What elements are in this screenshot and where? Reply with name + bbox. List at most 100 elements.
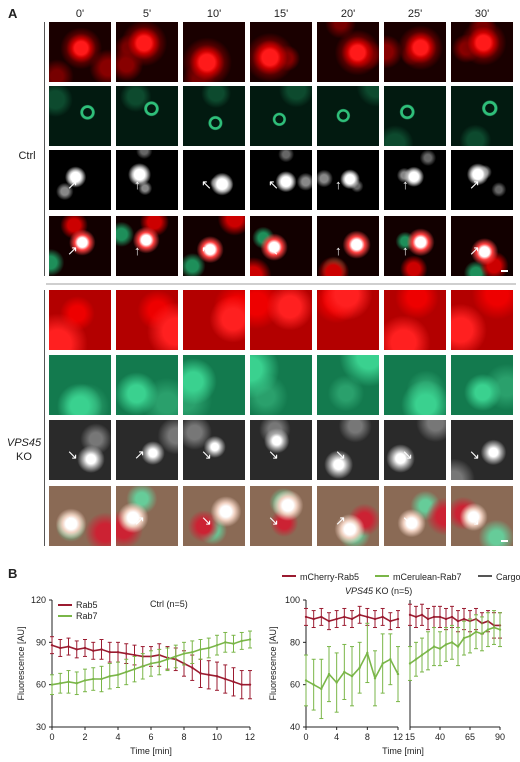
series-seg2-line [409,613,500,627]
arrow-indicator-icon: ↗ [67,243,78,258]
micrograph-tile-vps45-ko-red [116,290,178,350]
micrograph-tile-vps45-ko-gray [317,420,379,480]
micrograph-tile-vps45-ko-green [49,355,111,415]
x-tick-label: 0 [303,732,308,742]
micrograph-tile-ctrl-red [116,22,178,82]
y-tick-label: 40 [290,722,300,732]
micrograph-tile-ctrl-merge [116,216,178,276]
legend-label: mCerulean-Rab7 [393,572,462,582]
micrograph-tile-ctrl-red [451,22,513,82]
micrograph-tile-ctrl-green [183,86,245,146]
scale-bar [501,270,508,272]
x-tick-label: 8 [365,732,370,742]
micrograph-tile-ctrl-merge [451,216,513,276]
micrograph-tile-vps45-ko-gray [116,420,178,480]
micrograph-tile-vps45-ko-red [317,290,379,350]
x-tick-label: 6 [148,732,153,742]
group-divider [46,283,516,285]
x-tick-label: 12 [245,732,255,742]
micrograph-tile-vps45-ko-green [451,355,513,415]
micrograph-tile-ctrl-green [317,86,379,146]
arrow-indicator-icon: ↗ [134,447,145,462]
series-seg2-line [409,626,501,665]
arrow-indicator-icon: ↗ [469,243,480,258]
micrograph-tile-vps45-ko-red [49,290,111,350]
micrograph-tile-ctrl-gray [317,150,379,210]
micrograph-tile-ctrl-green [451,86,513,146]
y-tick-label: 120 [31,595,46,605]
legend-label: Cargo [496,572,520,582]
micrograph-tile-vps45-ko-gray [250,420,312,480]
arrow-indicator-icon: ↗ [469,177,480,192]
arrow-indicator-icon: ↖ [268,177,279,192]
micrograph-tile-ctrl-green [250,86,312,146]
x-tick-label: 40 [435,732,445,742]
arrow-indicator-icon: ↘ [268,447,279,462]
series-seg1-line [305,650,399,690]
y-tick-label: 60 [290,680,300,690]
arrow-indicator-icon: ↖ [201,177,212,192]
micrograph-tile-ctrl-gray [250,150,312,210]
x-axis-label: Time [min] [382,746,424,756]
x-tick-label: 12 [393,732,403,742]
arrow-indicator-icon: ↘ [201,447,212,462]
chart-title: Ctrl (n=5) [150,599,188,609]
micrograph-tile-vps45-ko-merge [384,486,446,546]
micrograph-tile-vps45-ko-red [183,290,245,350]
x-axis-label: Time [min] [130,746,172,756]
micrograph-tile-vps45-ko-red [250,290,312,350]
arrow-indicator-icon: ↘ [402,447,413,462]
micrograph-tile-ctrl-gray [49,150,111,210]
micrograph-tile-vps45-ko-green [317,355,379,415]
series-rab7-line [51,638,251,686]
y-axis-label: Fluorescence [AU] [268,626,278,700]
y-tick-label: 80 [290,637,300,647]
micrograph-tile-ctrl-green [49,86,111,146]
micrograph-tile-ctrl-green [116,86,178,146]
arrow-indicator-icon: ↑ [402,177,409,192]
time-point-label: 30' [474,8,490,20]
arrow-indicator-icon: ↖ [268,243,279,258]
micrograph-tile-ctrl-merge [183,216,245,276]
arrow-indicator-icon: ↑ [335,243,342,258]
x-tick-label: 0 [49,732,54,742]
x-tick-label: 8 [181,732,186,742]
micrograph-tile-ctrl-gray [116,150,178,210]
group-label-ko: KO [16,451,32,463]
scale-bar [501,540,508,542]
panel-b-letter: B [8,566,18,581]
micrograph-tile-vps45-ko-red [451,290,513,350]
micrograph-tile-vps45-ko-merge [451,486,513,546]
arrow-indicator-icon: ↖ [201,243,212,258]
x-tick-label: 65 [465,732,475,742]
chart-title-italic: VPS45 [345,586,376,596]
y-axis-label: Fluorescence [AU] [16,626,26,700]
time-point-label: 25' [407,8,423,20]
micrograph-tile-ctrl-red [183,22,245,82]
group-bracket-line [44,22,45,276]
y-tick-label: 100 [285,595,300,605]
micrograph-tile-vps45-ko-merge [49,486,111,546]
group-label-ctrl: Ctrl [18,150,36,162]
arrow-indicator-icon: ↘ [402,513,413,528]
chart-title: VPS45 KO (n=5) [345,586,412,596]
arrow-indicator-icon: ↘ [67,447,78,462]
x-tick-label: 90 [495,732,505,742]
time-point-label: 0' [75,8,85,20]
y-tick-label: 30 [36,722,46,732]
micrograph-tile-vps45-ko-gray [451,420,513,480]
panel-a-letter: A [8,6,18,21]
legend-label: Rab5 [76,600,98,610]
chart-title-rest: KO (n=5) [376,586,413,596]
arrow-indicator-icon: ↘ [201,513,212,528]
arrow-indicator-icon: ↘ [469,447,480,462]
x-tick-label: 4 [115,732,120,742]
micrograph-tile-ctrl-red [384,22,446,82]
arrow-indicator-icon: ↘ [469,513,480,528]
micrograph-tile-vps45-ko-green [183,355,245,415]
group-label-vps45-italic: VPS45 [6,437,42,449]
micrograph-tile-vps45-ko-merge [317,486,379,546]
y-tick-label: 60 [36,680,46,690]
micrograph-tile-ctrl-gray [183,150,245,210]
x-tick-label: 2 [82,732,87,742]
